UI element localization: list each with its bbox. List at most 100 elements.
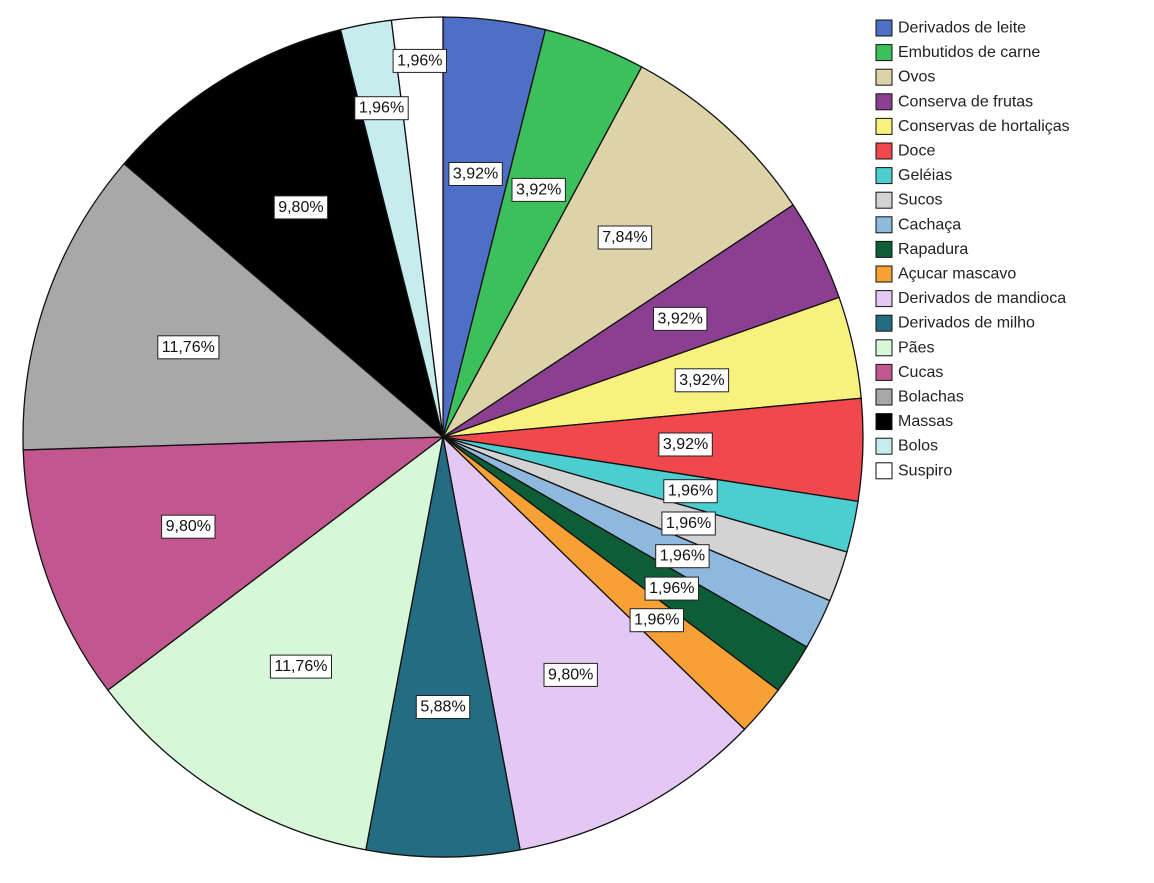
- legend: Derivados de leite Embutidos de carne Ovos…: [875, 19, 1070, 480]
- legend-swatch-11: [875, 265, 893, 283]
- data-label-text-2: 3,92%: [516, 181, 561, 198]
- data-label-text-14: 11,76%: [274, 658, 327, 675]
- data-label-8: 1,96%: [661, 511, 716, 536]
- data-label-box-14: [269, 654, 332, 679]
- pie-data-labels: 3,92% 3,92% 7,84% 3,92% 3,92% 3,92% 1,96% 1,96%…: [157, 48, 730, 719]
- legend-item-18: Bolos: [875, 437, 938, 455]
- legend-item-3: Ovos: [875, 68, 935, 86]
- data-label-text-17: 9,80%: [278, 199, 323, 216]
- data-label-17: 9,80%: [273, 195, 329, 220]
- data-label-box-13: [415, 695, 471, 719]
- legend-item-15: Cucas: [875, 363, 943, 381]
- legend-item-6: Doce: [875, 142, 935, 160]
- data-label-text-3: 7,84%: [602, 229, 647, 246]
- data-label-box-15: [161, 514, 216, 539]
- data-label-box-9: [655, 544, 710, 569]
- data-label-6: 3,92%: [658, 432, 713, 457]
- legend-label-2: Embutidos de carne: [898, 44, 1040, 61]
- pie-slices: [22, 16, 864, 858]
- legend-swatch-9: [875, 216, 893, 234]
- legend-item-4: Conserva de frutas: [875, 93, 1033, 111]
- data-label-3: 7,84%: [597, 225, 653, 250]
- data-label-text-6: 3,92%: [663, 436, 708, 453]
- legend-label-15: Cucas: [898, 364, 943, 381]
- legend-swatch-13: [875, 314, 893, 332]
- legend-item-8: Sucos: [875, 191, 942, 209]
- data-label-5: 3,92%: [674, 368, 730, 393]
- legend-swatch-10: [875, 240, 893, 258]
- data-label-box-19: [392, 48, 448, 73]
- data-label-text-11: 1,96%: [634, 612, 679, 629]
- legend-swatch-8: [875, 191, 893, 209]
- data-label-12: 9,80%: [543, 662, 598, 687]
- data-label-box-5: [674, 368, 730, 393]
- data-label-text-5: 3,92%: [679, 372, 724, 389]
- legend-swatch-1: [875, 19, 893, 37]
- legend-swatch-6: [875, 142, 893, 160]
- legend-item-1: Derivados de leite: [875, 19, 1026, 37]
- data-label-text-8: 1,96%: [666, 515, 711, 532]
- data-label-text-13: 5,88%: [420, 699, 465, 716]
- data-label-box-18: [354, 96, 409, 121]
- legend-item-2: Embutidos de carne: [875, 44, 1040, 62]
- legend-label-5: Conservas de hortaliças: [898, 118, 1070, 135]
- legend-item-17: Massas: [875, 413, 953, 431]
- data-label-box-8: [661, 511, 716, 536]
- data-label-box-16: [157, 335, 220, 360]
- data-label-box-12: [543, 662, 598, 687]
- data-label-10: 1,96%: [644, 576, 699, 601]
- data-label-box-3: [597, 225, 653, 250]
- legend-swatch-17: [875, 413, 893, 431]
- legend-label-10: Rapadura: [898, 241, 968, 258]
- data-label-text-15: 9,80%: [166, 518, 211, 535]
- pie-slice-14: [106, 435, 444, 851]
- legend-label-17: Massas: [898, 413, 953, 430]
- legend-label-11: Açucar mascavo: [898, 266, 1016, 283]
- legend-label-9: Cachaça: [898, 216, 961, 233]
- data-label-box-1: [448, 162, 503, 186]
- legend-swatch-3: [875, 68, 893, 86]
- pie-slice-15: [22, 436, 446, 692]
- legend-item-13: Derivados de milho: [875, 314, 1035, 332]
- legend-label-3: Ovos: [898, 69, 935, 86]
- legend-item-10: Rapadura: [875, 240, 968, 258]
- legend-swatch-15: [875, 363, 893, 381]
- pie-slice-17: [123, 28, 445, 439]
- legend-item-14: Pães: [875, 339, 934, 357]
- data-label-7: 1,96%: [663, 479, 718, 504]
- data-label-14: 11,76%: [269, 654, 332, 679]
- data-label-box-7: [663, 479, 718, 504]
- data-label-2: 3,92%: [511, 177, 566, 202]
- legend-label-13: Derivados de milho: [898, 315, 1035, 332]
- data-label-4: 3,92%: [653, 306, 708, 331]
- data-label-box-11: [629, 608, 684, 633]
- legend-label-14: Pães: [898, 339, 934, 356]
- legend-item-9: Cachaça: [875, 216, 961, 234]
- legend-label-18: Bolos: [898, 438, 938, 455]
- pie-slice-16: [22, 162, 445, 451]
- data-label-box-4: [653, 306, 708, 331]
- data-label-box-6: [658, 432, 713, 457]
- data-label-text-4: 3,92%: [658, 310, 703, 327]
- data-label-text-16: 11,76%: [162, 339, 215, 356]
- legend-swatch-19: [875, 462, 893, 480]
- legend-swatch-14: [875, 339, 893, 357]
- legend-swatch-7: [875, 167, 893, 185]
- legend-item-19: Suspiro: [875, 462, 952, 480]
- legend-swatch-12: [875, 290, 893, 308]
- legend-label-6: Doce: [898, 143, 935, 160]
- data-label-9: 1,96%: [655, 544, 710, 569]
- data-label-18: 1,96%: [354, 96, 409, 121]
- legend-item-11: Açucar mascavo: [875, 265, 1016, 283]
- data-label-text-10: 1,96%: [649, 580, 694, 597]
- data-label-text-12: 9,80%: [548, 666, 593, 683]
- legend-swatch-4: [875, 93, 893, 111]
- data-label-text-9: 1,96%: [660, 548, 705, 565]
- legend-swatch-2: [875, 44, 893, 62]
- legend-label-8: Sucos: [898, 192, 942, 209]
- data-label-1: 3,92%: [448, 162, 503, 186]
- data-label-text-1: 3,92%: [453, 166, 498, 183]
- legend-label-1: Derivados de leite: [898, 20, 1026, 37]
